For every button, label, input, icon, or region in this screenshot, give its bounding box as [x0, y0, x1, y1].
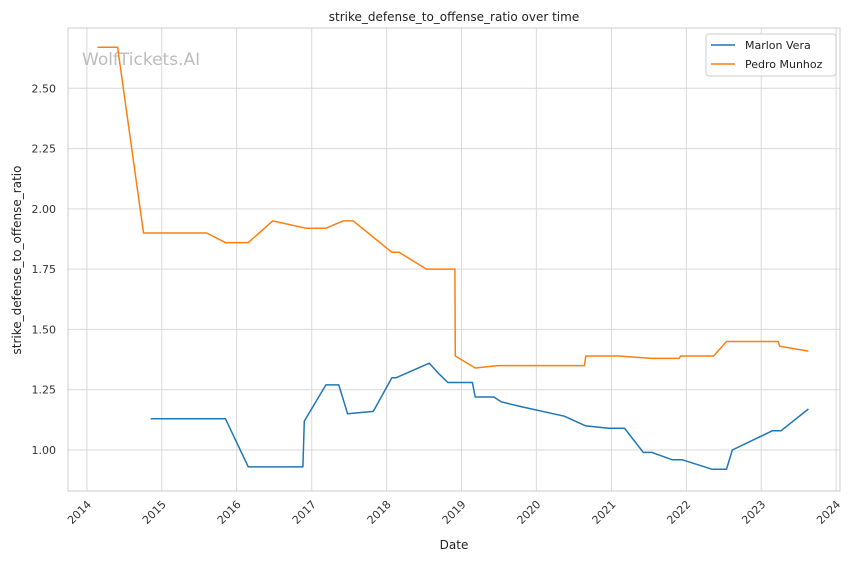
legend-label-pedro-munhoz: Pedro Munhoz: [745, 58, 823, 71]
y-tick-label: 2.00: [32, 203, 57, 216]
y-tick-label: 1.50: [32, 323, 57, 336]
y-tick-label: 1.00: [32, 444, 57, 457]
series-layer: [97, 46, 809, 471]
legend: Marlon Vera Pedro Munhoz: [705, 33, 837, 77]
x-axis-label: Date: [440, 538, 469, 552]
y-tick-labels: 1.00 1.25 1.50 1.75 2.00 2.25 2.50: [32, 82, 57, 457]
watermark: WolfTickets.AI: [82, 50, 200, 70]
y-tick-label: 2.50: [32, 82, 57, 95]
chart-title: strike_defense_to_offense_ratio over tim…: [329, 10, 579, 24]
y-axis-label: strike_defense_to_offense_ratio: [10, 166, 24, 355]
gridlines: [68, 28, 840, 491]
y-tick-label: 1.25: [32, 384, 57, 397]
series-line-pedro-munhoz: [97, 46, 809, 369]
series-line-marlon-vera: [150, 362, 809, 471]
y-tick-label: 1.75: [32, 263, 57, 276]
plot-area: [67, 27, 841, 492]
y-tick-label: 2.25: [32, 143, 57, 156]
legend-box: [705, 33, 837, 77]
legend-label-marlon-vera: Marlon Vera: [745, 39, 811, 52]
